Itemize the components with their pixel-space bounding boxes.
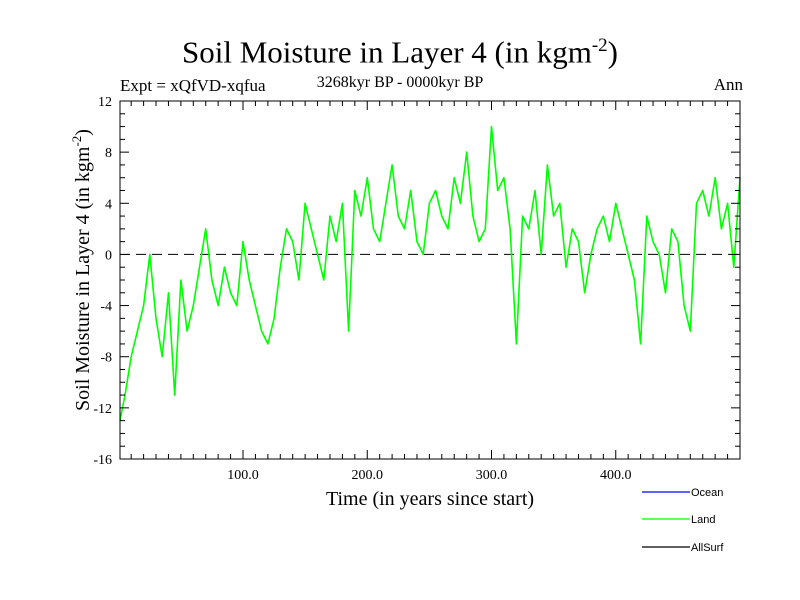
x-tick-label: 300.0	[476, 468, 508, 483]
legend: Ocean Land AllSurf	[642, 487, 724, 554]
chart-title-text: Soil Moisture in Layer 4 (in kgm	[182, 34, 592, 70]
x-tick-label: 100.0	[227, 468, 259, 483]
chart-title: Soil Moisture in Layer 4 (in kgm-2)	[0, 28, 800, 70]
y-tick-label: 8	[105, 146, 112, 161]
axis-layer: -16 -12 -8 -4 0 4 8 12 100.0 200.0 300.0 400.0	[93, 95, 740, 483]
y-tick-label: -12	[93, 402, 112, 417]
y-tick-label: -8	[100, 351, 112, 366]
experiment-label: Expt = xQfVD-xqfua	[120, 76, 266, 95]
x-tick-label: 200.0	[352, 468, 384, 483]
legend-label-ocean: Ocean	[691, 487, 723, 499]
y-tick-label: 0	[105, 248, 112, 263]
period-label: 3268kyr BP - 0000kyr BP	[316, 74, 484, 91]
y-tick-label: 12	[98, 95, 112, 110]
legend-label-land: Land	[691, 514, 715, 526]
y-tick-label: -16	[93, 453, 112, 468]
chart-title-close: )	[607, 34, 618, 70]
x-tick-label: 400.0	[600, 468, 632, 483]
chart-title-exponent: -2	[591, 35, 608, 56]
x-axis-label: Time (in years since start)	[325, 488, 535, 510]
plot-frame	[119, 100, 741, 460]
y-tick-label: 4	[105, 197, 112, 212]
plot-layer	[119, 125, 741, 421]
series-line-land	[119, 125, 741, 421]
season-label: Ann	[713, 75, 743, 94]
y-tick-label: -4	[100, 300, 112, 315]
legend-label-allsurf: AllSurf	[691, 542, 724, 554]
